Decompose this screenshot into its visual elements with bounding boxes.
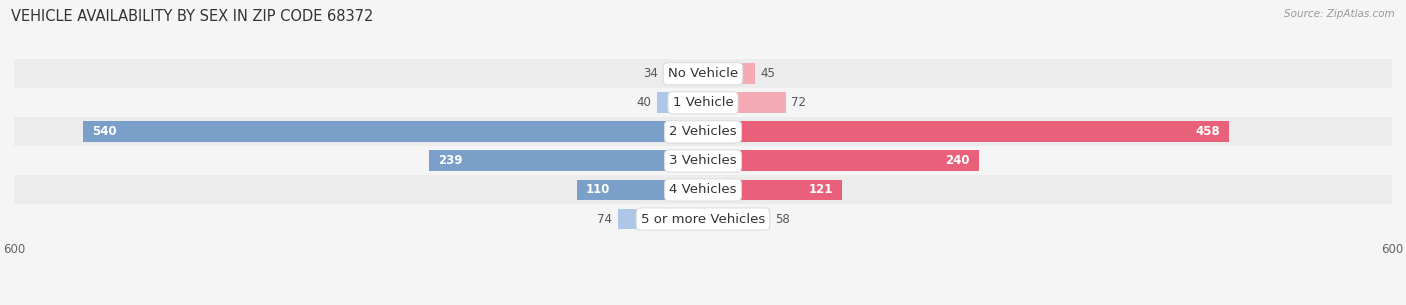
Text: 4 Vehicles: 4 Vehicles [669,184,737,196]
Text: 34: 34 [644,67,658,80]
Text: 540: 540 [93,125,117,138]
Bar [664,63,703,84]
Bar [703,209,769,229]
Bar [703,121,1229,142]
Bar [14,204,1392,234]
Text: 121: 121 [808,184,832,196]
Bar [703,92,786,113]
Bar [14,59,1392,88]
Bar [703,150,979,171]
Bar [14,175,1392,204]
Bar [83,121,703,142]
Text: 2 Vehicles: 2 Vehicles [669,125,737,138]
Text: Source: ZipAtlas.com: Source: ZipAtlas.com [1284,9,1395,19]
Text: 3 Vehicles: 3 Vehicles [669,154,737,167]
Text: 45: 45 [761,67,775,80]
Text: 74: 74 [598,213,612,225]
Text: 110: 110 [586,184,610,196]
Text: 5 or more Vehicles: 5 or more Vehicles [641,213,765,225]
Text: 72: 72 [792,96,807,109]
Text: VEHICLE AVAILABILITY BY SEX IN ZIP CODE 68372: VEHICLE AVAILABILITY BY SEX IN ZIP CODE … [11,9,374,24]
Text: 40: 40 [637,96,651,109]
Bar [703,180,842,200]
Bar [429,150,703,171]
Text: 1 Vehicle: 1 Vehicle [672,96,734,109]
Text: 240: 240 [945,154,969,167]
Text: No Vehicle: No Vehicle [668,67,738,80]
Text: 58: 58 [775,213,790,225]
Bar [703,63,755,84]
Bar [14,88,1392,117]
Text: 239: 239 [437,154,463,167]
Bar [14,117,1392,146]
Text: 458: 458 [1195,125,1219,138]
Bar [14,146,1392,175]
Bar [576,180,703,200]
Bar [657,92,703,113]
Legend: Male, Female: Male, Female [640,304,766,305]
Bar [619,209,703,229]
